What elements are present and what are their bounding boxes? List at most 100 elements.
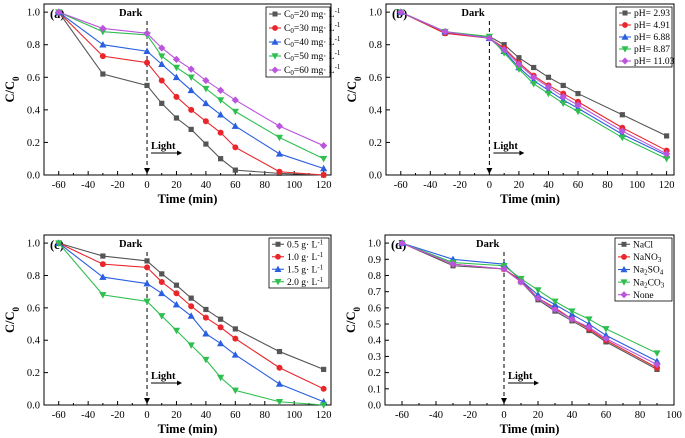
x-tick-label: -40 bbox=[423, 180, 437, 191]
data-point bbox=[173, 290, 180, 297]
data-point bbox=[55, 240, 63, 247]
y-tick-label: 0.6 bbox=[27, 73, 40, 84]
light-label: Light bbox=[151, 371, 176, 382]
plot-frame bbox=[384, 234, 675, 406]
light-arrowhead bbox=[177, 380, 183, 386]
light-arrowhead bbox=[177, 150, 183, 156]
legend-entry: NaCl bbox=[618, 241, 653, 251]
data-point bbox=[516, 55, 522, 61]
plot-frame bbox=[385, 3, 675, 176]
data-point bbox=[602, 334, 610, 343]
data-point bbox=[218, 316, 224, 322]
data-point bbox=[231, 96, 239, 104]
legend-entry: None bbox=[618, 291, 654, 301]
x-tick-label: -60 bbox=[395, 410, 409, 421]
legend-marker bbox=[620, 279, 628, 286]
data-point bbox=[187, 74, 195, 82]
data-point bbox=[173, 93, 180, 100]
data-point bbox=[143, 279, 151, 287]
y-axis-title: C/C0 bbox=[345, 76, 363, 103]
legend-marker bbox=[621, 33, 629, 40]
data-point bbox=[559, 93, 567, 101]
legend-marker bbox=[274, 279, 282, 286]
light-arrowhead bbox=[519, 150, 525, 156]
data-point bbox=[618, 134, 626, 142]
legend-marker bbox=[274, 265, 282, 272]
data-point bbox=[320, 172, 327, 179]
legend-label: NaNO3 bbox=[633, 253, 662, 264]
data-point bbox=[568, 315, 576, 323]
data-point bbox=[172, 327, 181, 335]
y-tick-label: 0.7 bbox=[368, 287, 381, 298]
data-point bbox=[144, 264, 151, 271]
data-point bbox=[551, 305, 559, 314]
data-point bbox=[203, 306, 209, 313]
x-axis-title: Time (min) bbox=[158, 422, 218, 436]
legend-entry: C0=40 mg· L-1 bbox=[269, 35, 341, 49]
data-point bbox=[99, 53, 106, 60]
dark-label: Dark bbox=[461, 8, 484, 19]
series-5 bbox=[397, 8, 671, 158]
data-point bbox=[534, 287, 542, 294]
x-tick-label: 100 bbox=[666, 410, 682, 421]
data-point bbox=[231, 387, 239, 395]
data-point bbox=[500, 45, 508, 54]
y-tick-label: 0.1 bbox=[368, 384, 381, 395]
data-point bbox=[172, 300, 181, 308]
data-point bbox=[231, 122, 239, 129]
legend-marker bbox=[620, 291, 628, 299]
chart-panel-c: -60 -40 -20 0 20 40 60 80 100 120 0.0 0.2 0.4 0.6 0.8 1… bbox=[3, 234, 332, 436]
legend-entry: C0=30 mg· L-1 bbox=[269, 21, 341, 35]
dark-label: Dark bbox=[476, 239, 499, 250]
data-point bbox=[232, 326, 238, 332]
data-point bbox=[585, 323, 593, 331]
y-tick-label: 0.6 bbox=[369, 73, 382, 84]
data-point bbox=[202, 330, 210, 337]
data-point bbox=[275, 398, 284, 406]
series-5 bbox=[398, 239, 661, 369]
data-point bbox=[158, 289, 166, 297]
data-point bbox=[574, 108, 582, 116]
legend-entry: pH= 11.03 bbox=[619, 57, 675, 67]
legend-label: 2.0 g· L-1 bbox=[287, 276, 324, 288]
y-axis-title: C/C0 bbox=[3, 76, 21, 103]
legend-entry: C0=20 mg· L-1 bbox=[269, 7, 341, 21]
legend-entry: pH= 4.91 bbox=[619, 21, 670, 31]
data-point bbox=[172, 55, 181, 63]
data-point bbox=[158, 44, 166, 52]
x-axis-title: Time (min) bbox=[158, 192, 218, 206]
dark-label: Dark bbox=[119, 239, 142, 250]
legend-marker bbox=[621, 46, 629, 53]
legend: pH= 2.93 pH= 4.91 pH= 6.88 pH= 8.87 pH= 11.0… bbox=[615, 6, 675, 68]
series-line bbox=[401, 242, 658, 370]
data-point bbox=[485, 34, 494, 42]
legend-label: Na2SO4 bbox=[633, 266, 664, 277]
y-tick-label: 0.2 bbox=[27, 368, 40, 379]
y-tick-label: 1.0 bbox=[27, 239, 40, 250]
data-point bbox=[159, 100, 165, 106]
data-point bbox=[664, 133, 670, 139]
data-point bbox=[320, 164, 328, 172]
y-tick-label: 0.8 bbox=[369, 40, 382, 51]
legend-marker bbox=[271, 66, 279, 74]
legend: 0.5 g· L-11.0 g· L-11.5 g· L-12.0 g· L-1 bbox=[268, 237, 330, 289]
divider-arrowhead bbox=[144, 398, 151, 404]
divider-arrowhead bbox=[144, 168, 151, 174]
data-point bbox=[653, 350, 661, 357]
data-point bbox=[275, 122, 284, 130]
data-point bbox=[158, 77, 165, 84]
legend-marker bbox=[621, 241, 627, 247]
x-tick-label: 80 bbox=[635, 410, 646, 421]
data-point bbox=[321, 366, 327, 372]
data-point bbox=[216, 86, 225, 94]
legend-label: C0=40 mg· L-1 bbox=[284, 35, 341, 49]
data-point bbox=[187, 312, 195, 319]
legend-label: pH= 2.93 bbox=[634, 9, 670, 19]
data-point bbox=[217, 339, 225, 347]
legend-label: C0=50 mg· L-1 bbox=[284, 49, 341, 63]
data-point bbox=[232, 167, 238, 173]
data-point bbox=[173, 115, 180, 121]
data-point bbox=[530, 73, 538, 81]
